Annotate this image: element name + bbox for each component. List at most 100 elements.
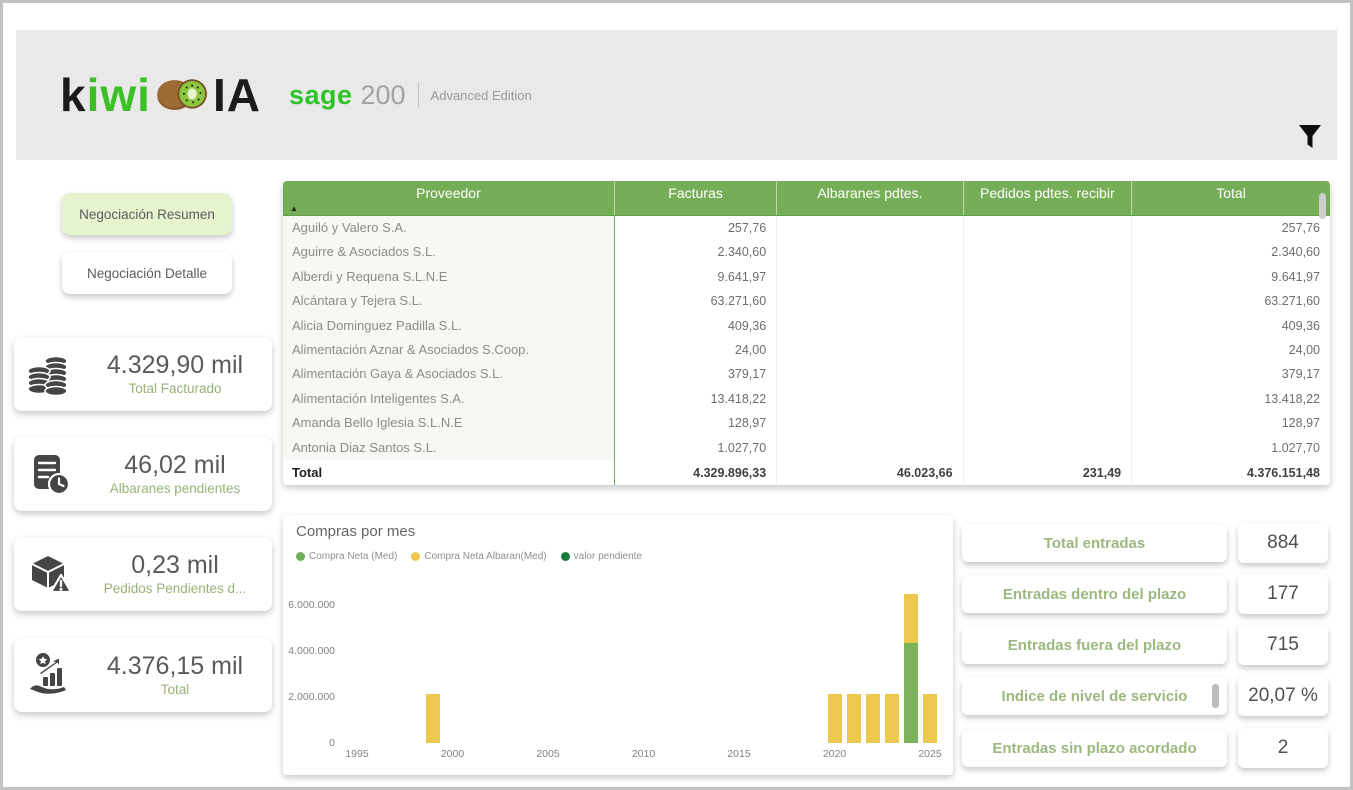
table-row[interactable]: Alimentación Inteligentes S.A.13.418,221… xyxy=(283,387,1330,411)
cell-albaranes xyxy=(777,387,963,412)
x-axis-tick: 2020 xyxy=(805,748,865,760)
cell-albaranes xyxy=(777,240,963,265)
x-axis-tick: 2015 xyxy=(709,748,769,760)
kpi-label: Total Facturado xyxy=(128,380,221,398)
hand-growth-icon xyxy=(14,651,86,699)
kpi-value: 4.329,90 mil xyxy=(107,350,243,380)
table-row[interactable]: Aguiló y Valero S.A.257,76257,76 xyxy=(283,216,1330,240)
kpi-text-block: 4.376,15 milTotal xyxy=(86,651,272,699)
kiwi-logo: k iwi IA sage 200 xyxy=(60,30,532,160)
cell-facturas: 128,97 xyxy=(615,411,777,436)
cell-proveedor: Aguiló y Valero S.A. xyxy=(283,216,615,241)
provider-table-card: Proveedor▲FacturasAlbaranes pdtes.Pedido… xyxy=(283,181,1330,485)
cell-albaranes xyxy=(777,362,963,387)
legend-label: Compra Neta (Med) xyxy=(309,551,397,562)
cell-facturas: 13.418,22 xyxy=(615,387,777,412)
legend-item-valor-pendiente[interactable]: valor pendiente xyxy=(561,551,642,562)
bar-compra-neta-albaran-1999[interactable] xyxy=(426,694,440,743)
cell-facturas: 379,17 xyxy=(615,362,777,387)
kpi-value: 4.376,15 mil xyxy=(107,651,243,681)
table-row[interactable]: Antonia Diaz Santos S.L.1.027,701.027,70 xyxy=(283,436,1330,460)
total-cell-total: 4.376.151,48 xyxy=(1132,460,1330,485)
delivery-note-clock-icon xyxy=(14,451,86,497)
kpi-albaranes-pendientes[interactable]: 46,02 milAlbaranes pendientes xyxy=(14,437,272,511)
stat-label-entradas-sin-plazo-acordado[interactable]: Entradas sin plazo acordado xyxy=(962,729,1227,767)
cell-total: 13.418,22 xyxy=(1132,387,1330,412)
table-row[interactable]: Amanda Bello Iglesia S.L.N.E128,97128,97 xyxy=(283,411,1330,435)
logo-text-k: k xyxy=(60,68,87,122)
sage-product-number: 200 xyxy=(360,80,405,111)
stat-label-total-entradas[interactable]: Total entradas xyxy=(962,524,1227,562)
stat-value-indice-de-nivel-de-servicio: 20,07 % xyxy=(1238,676,1328,716)
cell-facturas: 24,00 xyxy=(615,338,777,363)
logo-text-iwi: iwi xyxy=(87,68,151,122)
bar-compra-neta-albaran-2022[interactable] xyxy=(866,694,880,743)
column-header-proveedor[interactable]: Proveedor▲ xyxy=(283,181,615,215)
table-row[interactable]: Alimentación Gaya & Asociados S.L.379,17… xyxy=(283,362,1330,386)
total-cell-albaranes: 46.023,66 xyxy=(777,460,963,485)
cell-proveedor: Alberdi y Requena S.L.N.E xyxy=(283,265,615,290)
x-axis-tick: 1995 xyxy=(327,748,387,760)
compras-chart-card: Compras por mes Compra Neta (Med) Compra … xyxy=(283,515,953,775)
cell-facturas: 63.271,60 xyxy=(615,289,777,314)
sage-logo: sage xyxy=(289,80,353,111)
cell-total: 2.340,60 xyxy=(1132,240,1330,265)
column-header-albaranes-pdtes-[interactable]: Albaranes pdtes. xyxy=(777,181,963,215)
filter-icon[interactable] xyxy=(1295,122,1325,152)
stat-label-indice-de-nivel-de-servicio[interactable]: Indice de nivel de servicio xyxy=(962,677,1227,715)
chart-title: Compras por mes xyxy=(296,523,415,540)
header-band: k iwi IA sage 200 xyxy=(16,30,1337,160)
bar-compra-neta-albaran-2020[interactable] xyxy=(828,694,842,743)
legend-item-compra-neta-albaran-med-[interactable]: Compra Neta Albaran(Med) xyxy=(411,551,546,562)
total-cell-facturas: 4.329.896,33 xyxy=(615,460,777,485)
cell-albaranes xyxy=(777,265,963,290)
legend-item-compra-neta-med-[interactable]: Compra Neta (Med) xyxy=(296,551,397,562)
bar-compra-neta-2024[interactable] xyxy=(904,643,918,743)
table-header-row: Proveedor▲FacturasAlbaranes pdtes.Pedido… xyxy=(283,181,1330,216)
cell-total: 63.271,60 xyxy=(1132,289,1330,314)
bar-compra-neta-albaran-2025[interactable] xyxy=(923,694,937,743)
stat-label-entradas-dentro-del-plazo[interactable]: Entradas dentro del plazo xyxy=(962,575,1227,613)
kpi-total[interactable]: 4.376,15 milTotal xyxy=(14,638,272,712)
table-row[interactable]: Aguirre & Asociados S.L.2.340,602.340,60 xyxy=(283,240,1330,264)
cell-albaranes xyxy=(777,289,963,314)
cell-total: 257,76 xyxy=(1132,216,1330,241)
y-axis-tick: 6.000.000 xyxy=(283,599,335,611)
bar-compra-neta-albaran-2023[interactable] xyxy=(885,694,899,743)
table-row[interactable]: Alicia Dominguez Padilla S.L.409,36409,3… xyxy=(283,314,1330,338)
kpi-label: Pedidos Pendientes d... xyxy=(104,580,247,598)
legend-dot xyxy=(561,552,570,561)
cell-pedidos xyxy=(964,216,1133,241)
nav-button-negociacion-detalle[interactable]: Negociación Detalle xyxy=(62,252,232,294)
y-axis-tick: 4.000.000 xyxy=(283,645,335,657)
cell-proveedor: Alcántara y Tejera S.L. xyxy=(283,289,615,314)
nav-button-negociacion-resumen[interactable]: Negociación Resumen xyxy=(62,193,232,235)
x-axis-tick: 2025 xyxy=(900,748,960,760)
legend-label: Compra Neta Albaran(Med) xyxy=(424,551,546,562)
cell-proveedor: Alicia Dominguez Padilla S.L. xyxy=(283,314,615,339)
table-body: Aguiló y Valero S.A.257,76257,76Aguirre … xyxy=(283,216,1330,460)
table-scrollbar[interactable] xyxy=(1319,193,1326,219)
table-row[interactable]: Alcántara y Tejera S.L.63.271,6063.271,6… xyxy=(283,289,1330,313)
stat-label-entradas-fuera-del-plazo[interactable]: Entradas fuera del plazo xyxy=(962,626,1227,664)
divider xyxy=(418,82,419,108)
stat-value-total-entradas: 884 xyxy=(1238,523,1328,563)
cell-pedidos xyxy=(964,314,1133,339)
column-header-pedidos-pdtes-recibir[interactable]: Pedidos pdtes. recibir xyxy=(964,181,1133,215)
table-row[interactable]: Alberdi y Requena S.L.N.E9.641,979.641,9… xyxy=(283,265,1330,289)
bar-compra-neta-albaran-2021[interactable] xyxy=(847,694,861,743)
kpi-pedidos-pendientes[interactable]: 0,23 milPedidos Pendientes d... xyxy=(14,537,272,611)
cell-pedidos xyxy=(964,436,1133,461)
dashboard-page: k iwi IA sage 200 xyxy=(0,0,1353,790)
cell-facturas: 409,36 xyxy=(615,314,777,339)
column-header-total[interactable]: Total xyxy=(1132,181,1330,215)
package-warning-icon xyxy=(14,551,86,597)
cell-pedidos xyxy=(964,289,1133,314)
column-header-facturas[interactable]: Facturas xyxy=(615,181,777,215)
kpi-text-block: 4.329,90 milTotal Facturado xyxy=(86,350,272,398)
kpi-total-facturado[interactable]: 4.329,90 milTotal Facturado xyxy=(14,337,272,411)
total-cell-proveedor: Total xyxy=(283,460,615,485)
table-row[interactable]: Alimentación Aznar & Asociados S.Coop.24… xyxy=(283,338,1330,362)
stat-label-scrollbar[interactable] xyxy=(1212,684,1219,708)
bar-compra-neta-albaran-2024[interactable] xyxy=(904,594,918,643)
